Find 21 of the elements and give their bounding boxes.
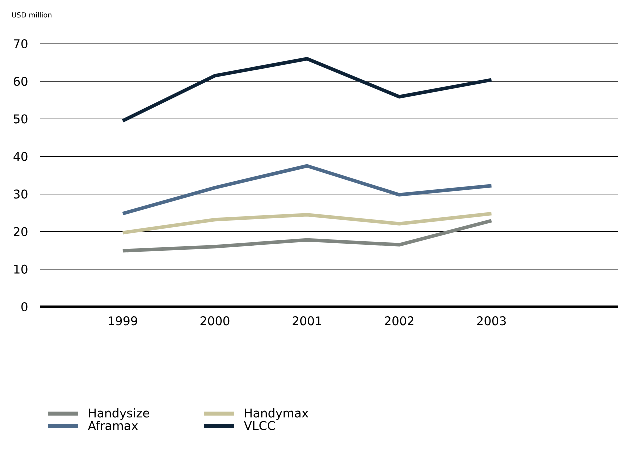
line-series xyxy=(121,57,494,123)
y-tick-label: 0 xyxy=(22,302,28,312)
y-tick-label: 40 xyxy=(14,152,28,162)
line-series xyxy=(121,219,494,253)
y-tick-label: 60 xyxy=(14,77,28,86)
x-tick-label: 2001 xyxy=(292,316,322,326)
legend-label: Handysize xyxy=(89,408,150,420)
x-tick-label: 2003 xyxy=(477,316,506,326)
y-tick-label: 50 xyxy=(14,114,28,124)
line-series xyxy=(121,212,494,235)
legend-label: VLCC xyxy=(244,421,276,430)
x-tick-label: 2000 xyxy=(200,316,230,326)
y-tick-label: 30 xyxy=(14,190,28,199)
y-tick-label: 70 xyxy=(14,39,28,49)
line-series xyxy=(121,164,494,216)
x-tick-label: 2002 xyxy=(385,316,414,326)
y-tick-label: 20 xyxy=(14,227,28,236)
x-tick-label: 1999 xyxy=(109,316,138,326)
y-tick-label: 10 xyxy=(14,264,28,274)
legend-label: Handymax xyxy=(245,408,309,420)
legend-label: Aframax xyxy=(88,421,138,430)
